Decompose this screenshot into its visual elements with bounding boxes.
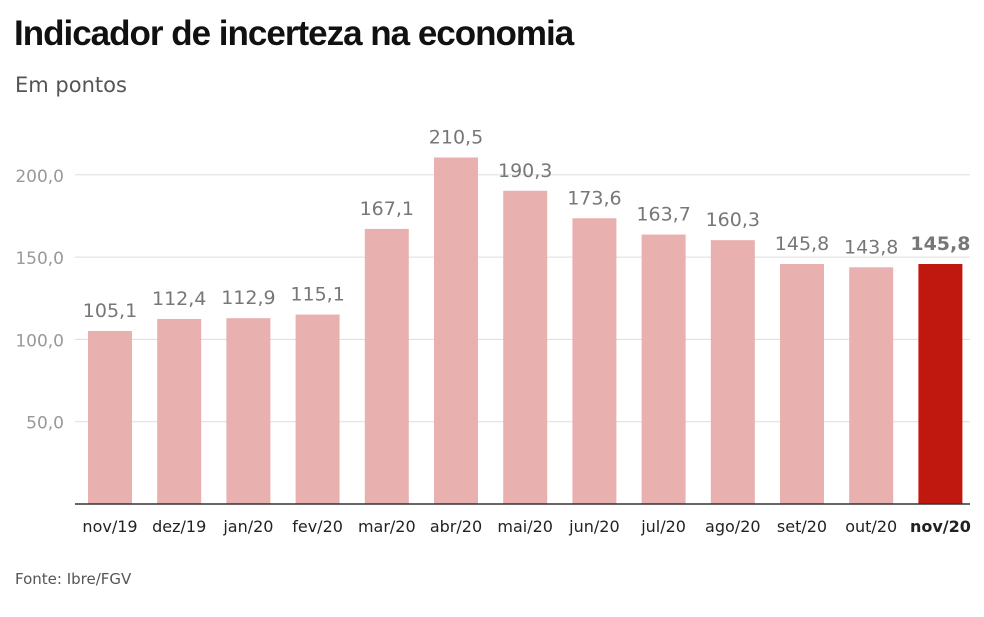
bar xyxy=(849,267,894,504)
x-tick-label: ago/20 xyxy=(705,517,761,536)
bar-value-label: 145,8 xyxy=(910,233,970,255)
bar xyxy=(364,228,409,504)
source-note: Fonte: Ibre/FGV xyxy=(15,570,132,588)
bar xyxy=(434,157,478,504)
bar xyxy=(780,264,824,504)
bar-value-label: 210,5 xyxy=(429,127,483,149)
x-tick-label: jun/20 xyxy=(568,517,619,536)
bar xyxy=(710,240,755,505)
y-tick-label: 200,0 xyxy=(15,167,64,187)
bar-highlighted xyxy=(918,264,963,504)
x-tick-label: nov/19 xyxy=(82,517,137,536)
bar xyxy=(572,218,617,504)
bar-value-label: 105,1 xyxy=(83,300,137,322)
x-tick-label: abr/20 xyxy=(430,517,482,536)
y-tick-label: 150,0 xyxy=(15,249,64,269)
x-tick-label: set/20 xyxy=(777,517,827,536)
x-tick-label: out/20 xyxy=(845,517,897,536)
chart-subtitle: Em pontos xyxy=(15,73,127,97)
bar-value-label: 173,6 xyxy=(567,187,621,209)
bar xyxy=(226,318,271,504)
x-tick-label: jan/20 xyxy=(222,517,273,536)
x-axis-ticks: nov/19 dez/19 jan/20 fev/20 mar/20 abr/20 mai/… xyxy=(82,517,970,536)
x-tick-label: mai/20 xyxy=(497,517,553,536)
y-tick-label: 100,0 xyxy=(15,331,64,351)
y-axis-ticks: 50,0 100,0 150,0 200,0 xyxy=(15,167,64,434)
bar-value-label: 167,1 xyxy=(360,198,414,220)
bar-value-label: 112,4 xyxy=(152,288,206,310)
x-tick-label: fev/20 xyxy=(292,517,343,536)
y-tick-label: 50,0 xyxy=(26,414,64,434)
bar-value-label: 115,1 xyxy=(290,284,344,306)
bar xyxy=(503,190,548,504)
x-tick-label: dez/19 xyxy=(152,517,206,536)
bar-value-label: 143,8 xyxy=(844,236,898,258)
chart-title: Indicador de incerteza na economia xyxy=(14,14,574,53)
bar xyxy=(157,318,202,504)
bar-value-label: 190,3 xyxy=(498,160,552,182)
bar-value-label: 112,9 xyxy=(221,287,275,309)
bar-value-labels: 105,1 112,4 112,9 115,1 167,1 210,5 190,3 173,6… xyxy=(83,127,971,322)
x-tick-label: mar/20 xyxy=(358,517,416,536)
bar-value-label: 145,8 xyxy=(775,233,829,255)
x-tick-label: jul/20 xyxy=(640,517,686,536)
bar xyxy=(295,314,340,504)
bar xyxy=(641,234,686,504)
x-tick-label: nov/20 xyxy=(910,517,971,536)
bar xyxy=(88,331,132,504)
bars xyxy=(88,157,963,505)
bar-value-label: 163,7 xyxy=(636,204,690,226)
bar-value-label: 160,3 xyxy=(706,209,760,231)
